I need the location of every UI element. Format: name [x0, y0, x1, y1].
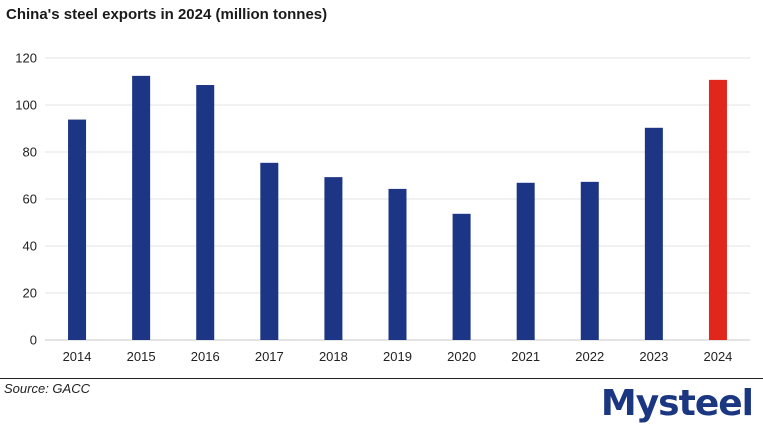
- y-tick-label: 60: [23, 192, 37, 207]
- x-tick-label: 2022: [575, 349, 604, 364]
- bar-2015: [132, 75, 151, 341]
- x-axis-ticks: 2014 2015 2016 2017 2018 2019 2020 2021 2022 2023…: [63, 349, 733, 364]
- bar-2018: [324, 177, 343, 340]
- bar-2021: [516, 182, 535, 340]
- y-tick-label: 40: [23, 239, 37, 254]
- bar-2022: [580, 181, 599, 340]
- bar-2023: [644, 127, 663, 340]
- bar-2016: [196, 85, 215, 341]
- chart-title: China's steel exports in 2024 (million t…: [6, 6, 328, 23]
- x-tick-label: 2015: [127, 349, 156, 364]
- x-tick-label: 2023: [639, 349, 668, 364]
- x-tick-label: 2016: [191, 349, 220, 364]
- logo-text: Mysteel: [600, 383, 754, 424]
- x-tick-label: 2024: [703, 349, 732, 364]
- source-note: Source: GACC: [4, 381, 90, 396]
- x-tick-label: 2020: [447, 349, 476, 364]
- x-tick-label: 2018: [319, 349, 348, 364]
- x-tick-label: 2019: [383, 349, 412, 364]
- bar-2014: [68, 119, 87, 340]
- x-tick-label: 2021: [511, 349, 540, 364]
- y-tick-label: 80: [23, 145, 37, 160]
- bar-2019: [388, 188, 407, 340]
- y-tick-label: 100: [15, 98, 37, 113]
- bar-2020: [452, 213, 471, 340]
- x-tick-label: 2017: [255, 349, 284, 364]
- y-tick-label: 0: [30, 333, 37, 348]
- y-axis-ticks: 0 20 40 60 80 100 120: [15, 51, 37, 348]
- bar-2024: [708, 79, 727, 340]
- y-tick-label: 20: [23, 286, 37, 301]
- footer-divider: [0, 378, 763, 379]
- bars: [68, 75, 727, 341]
- y-tick-label: 120: [15, 51, 37, 66]
- bar-chart: 0 20 40 60 80 100 120 2014 2015 2016 2017 2018 2019…: [15, 51, 750, 364]
- bar-2017: [260, 162, 279, 340]
- x-tick-label: 2014: [63, 349, 92, 364]
- mysteel-logo: Mysteel: [600, 383, 754, 425]
